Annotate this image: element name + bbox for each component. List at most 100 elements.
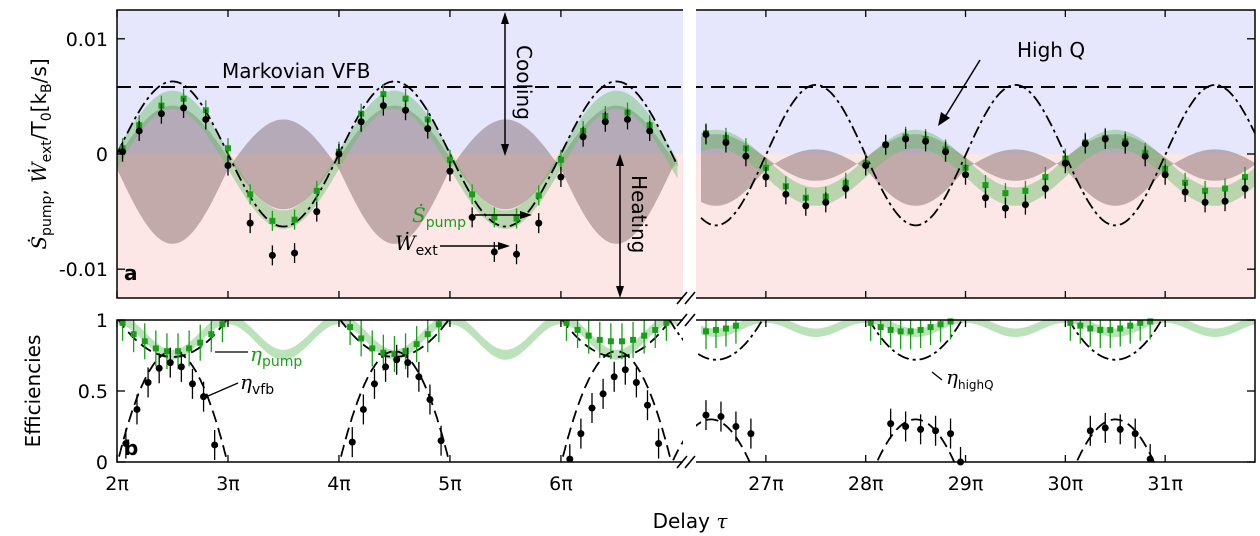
eta-vfb-point (200, 393, 208, 401)
y-axis-label-a: Ṡpump, Ẇext/T0[kB/s] (26, 58, 55, 249)
eta-pump-point (732, 322, 739, 329)
markovian-vfb-label: Markovian VFB (222, 59, 370, 83)
y-axis-label-b: Efficiencies (21, 335, 45, 448)
eta-vfb-point (655, 440, 663, 448)
w-ext-point (902, 135, 910, 143)
eta-vfb-point (702, 411, 710, 419)
eta-pump-point (130, 331, 137, 338)
eta-vfb-point (917, 425, 925, 433)
heating-arrowhead-down (616, 286, 624, 298)
w-ext-point (557, 173, 565, 181)
y-tick-label-a: 0 (96, 144, 108, 166)
eta-pump-point (197, 339, 204, 346)
w-ext-point (1041, 185, 1049, 193)
w-ext-point (1161, 171, 1169, 179)
x-tick-label: 3π (216, 473, 240, 495)
eta-pump-point (391, 351, 398, 358)
eta-vfb-point (426, 396, 434, 404)
w-ext-point (702, 130, 710, 138)
y-tick-label-b: 1 (96, 310, 108, 332)
eta-vfb-point (610, 373, 618, 381)
eta-pump-point (877, 324, 884, 331)
eta-pump-point (219, 321, 226, 328)
w-ext-point (742, 152, 750, 160)
s-pump-point (1002, 190, 1009, 197)
w-ext-point (762, 173, 770, 181)
w-ext-point (1021, 201, 1029, 209)
eta-pump-point (574, 326, 581, 333)
eta-highq-label: ηhighQ (946, 365, 994, 392)
eta-pump-point (413, 341, 420, 348)
eta-pump-point (1127, 322, 1134, 329)
s-pump-point (380, 91, 387, 98)
eta-vfb-highq-curve-2 (875, 418, 956, 462)
s-pump-point (1202, 187, 1209, 194)
w-ext-point (1221, 197, 1229, 205)
w-ext-label: Ẇext (395, 231, 438, 259)
x-axis-label: Delay τ (653, 509, 729, 533)
eta-pump-point (1147, 318, 1154, 325)
eta-pump-point (369, 345, 376, 352)
eta-vfb-point (144, 378, 152, 386)
eta-vfb-point (437, 437, 445, 445)
eta-vfb-point (588, 404, 596, 412)
eta-pump-point (722, 325, 729, 332)
w-ext-point (468, 213, 476, 221)
s-pump-point (491, 214, 498, 221)
s-pump-point (1042, 174, 1049, 181)
w-ext-point (981, 194, 989, 202)
eta-vfb-point (188, 380, 196, 388)
w-ext-point (224, 162, 232, 170)
w-ext-point (513, 250, 521, 258)
w-ext-point (624, 115, 632, 123)
s-pump-pointer-head (520, 211, 532, 219)
eta-pump-band-2 (701, 320, 1255, 337)
w-ext-point (357, 118, 365, 126)
x-tick-label: 29π (948, 473, 984, 495)
cooling-arrowhead-up (501, 12, 509, 24)
eta-pump-point (607, 338, 614, 345)
s-pump-point (513, 215, 520, 222)
s-pump-point (1222, 185, 1229, 192)
eta-pump-point (937, 321, 944, 328)
s-pump-label: Ṡpump (412, 202, 466, 231)
eta-vfb-point (404, 359, 412, 367)
eta-pump-label: ηpump (250, 342, 302, 370)
eta-pump-point (208, 331, 215, 338)
eta-vfb-point (577, 430, 585, 438)
w-ext-point (424, 125, 432, 133)
s-pump-point (269, 217, 276, 224)
cooling-arrowhead-down (501, 144, 509, 156)
eta-vfb-point (1101, 424, 1109, 432)
eta-vfb-point (632, 378, 640, 386)
w-ext-point (782, 190, 790, 198)
eta-vfb-highq-curve-3 (1075, 418, 1155, 462)
eta-vfb-point (393, 356, 401, 364)
x-tick-label: 31π (1147, 473, 1183, 495)
eta-pump-point (867, 319, 874, 326)
eta-pump-point (907, 328, 914, 335)
high-q-theory-curve (700, 83, 1255, 227)
eta-vfb-point (947, 430, 955, 438)
eta-pump-point (618, 338, 625, 345)
w-ext-point (842, 185, 850, 193)
eta-pump-point (630, 336, 637, 343)
eta-pump-point (141, 338, 148, 345)
eta-highq-curve-2 (868, 320, 964, 361)
eta-pump-point (435, 321, 442, 328)
eta-highq-curve-3 (1067, 320, 1163, 361)
w-ext-point (1001, 204, 1009, 212)
s-pump-point (291, 216, 298, 223)
s-pump-point (247, 191, 254, 198)
w-ext-point (1121, 140, 1129, 148)
eta-pump-point (119, 319, 126, 326)
eta-vfb-highq-curve-1 (671, 418, 751, 462)
eta-pump-curve-3 (561, 320, 672, 358)
eta-pump-point (1107, 326, 1114, 333)
x-tick-label: 27π (748, 473, 784, 495)
w-ext-point (1081, 140, 1089, 148)
panel-a-letter: a (124, 261, 138, 285)
w-ext-point (490, 248, 498, 256)
eta-vfb-point (1116, 425, 1124, 433)
w-ext-point (1241, 185, 1249, 193)
